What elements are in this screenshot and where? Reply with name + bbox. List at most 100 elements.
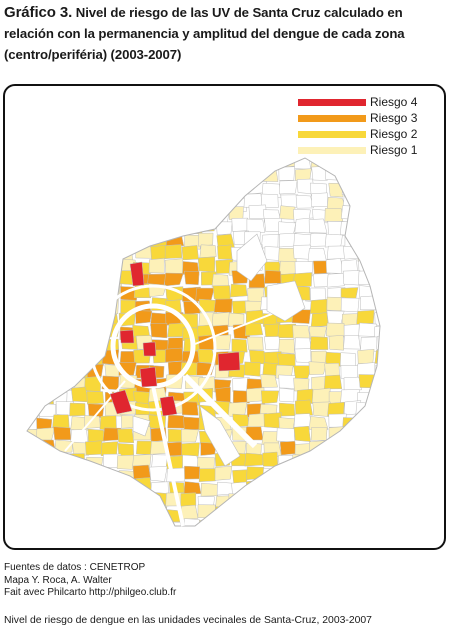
neighborhood-unit [262,451,279,467]
neighborhood-unit [357,206,375,222]
legend-item-riesgo-1: Riesgo 1 [298,142,438,158]
legend-label-riesgo-1: Riesgo 1 [370,143,418,157]
data-sources: Fuentes de datos : CENETROP Mapa Y. Roca… [4,562,176,600]
neighborhood-unit [150,158,167,171]
neighborhood-unit [374,364,380,381]
figure-title-text: Nivel de riesgo de las UV de Santa Cruz … [4,5,405,62]
neighborhood-unit [86,391,105,405]
neighborhood-unit [102,180,121,195]
neighborhood-unit [244,491,264,506]
neighborhood-unit [260,390,280,404]
neighborhood-unit [246,336,264,351]
neighborhood-unit [197,256,216,273]
neighborhood-unit [292,324,311,340]
neighborhood-unit [211,312,230,327]
neighborhood-unit [340,452,359,467]
neighborhood-unit [279,205,296,220]
neighborhood-unit [213,194,233,209]
neighborhood-unit [184,219,203,235]
neighborhood-unit [197,192,216,208]
neighborhood-unit [85,286,104,300]
neighborhood-unit [216,221,233,236]
neighborhood-unit [102,470,122,485]
neighborhood-unit [325,258,344,274]
neighborhood-unit [149,194,169,209]
legend-swatch-riesgo-4 [298,99,366,106]
neighborhood-unit [27,218,44,233]
neighborhood-unit [165,347,184,363]
neighborhood-unit [232,508,251,522]
neighborhood-unit [232,390,250,404]
neighborhood-unit [198,468,218,482]
neighborhood-unit [183,481,202,495]
neighborhood-unit [212,285,231,301]
neighborhood-unit [132,464,151,480]
neighborhood-unit [135,310,153,324]
neighborhood-unit [53,234,73,249]
neighborhood-unit [55,196,73,211]
neighborhood-unit [167,441,184,457]
neighborhood-unit [277,352,296,368]
riesgo-4-zone [159,395,178,417]
neighborhood-unit [164,258,184,274]
neighborhood-unit [69,337,88,352]
neighborhood-unit [27,235,38,250]
neighborhood-unit [72,519,91,526]
neighborhood-unit [278,374,296,389]
neighborhood-unit [119,158,137,169]
neighborhood-unit [38,377,54,393]
neighborhood-unit [214,506,234,520]
legend-item-riesgo-2: Riesgo 2 [298,126,438,142]
neighborhood-unit [115,505,134,520]
neighborhood-unit [132,504,149,521]
neighborhood-unit [373,206,380,221]
neighborhood-unit [27,197,42,211]
neighborhood-unit [54,325,70,339]
neighborhood-unit [344,468,360,483]
neighborhood-unit [340,297,360,313]
neighborhood-unit [195,179,215,193]
neighborhood-unit [313,519,329,526]
neighborhood-unit [85,440,103,456]
neighborhood-unit [376,301,380,315]
neighborhood-unit [358,258,376,273]
neighborhood-unit [213,182,230,198]
neighborhood-unit [68,299,87,314]
neighborhood-unit [340,352,356,367]
neighborhood-unit [343,491,363,508]
riesgo-4-zone [129,261,145,287]
neighborhood-unit [101,158,118,170]
neighborhood-unit [371,167,380,183]
neighborhood-unit [214,466,233,481]
riesgo-4-zone [119,329,135,344]
neighborhood-unit [84,506,102,522]
neighborhood-unit [198,232,214,247]
neighborhood-unit [102,218,120,233]
neighborhood-unit [260,518,276,526]
neighborhood-unit [27,245,42,260]
neighborhood-unit [68,158,88,170]
neighborhood-unit [37,348,55,363]
neighborhood-unit [359,466,377,481]
neighborhood-unit [89,195,107,211]
neighborhood-unit [165,158,184,172]
park-southeast [199,405,241,467]
neighborhood-unit [341,482,360,498]
neighborhood-unit [27,478,42,494]
neighborhood-unit [199,244,217,259]
neighborhood-unit [197,206,216,223]
neighborhood-unit [196,158,215,172]
neighborhood-unit [294,348,312,363]
neighborhood-unit [245,158,262,168]
neighborhood-unit [374,218,380,234]
neighborhood-unit [280,491,298,506]
neighborhood-unit [164,244,183,259]
neighborhood-unit [260,481,280,496]
neighborhood-unit [356,221,375,236]
neighborhood-unit [27,467,40,482]
second-ring-road [89,284,217,412]
neighborhood-unit [100,519,119,526]
neighborhood-unit [84,158,102,172]
neighborhood-unit [279,260,297,275]
neighborhood-unit [214,158,232,172]
